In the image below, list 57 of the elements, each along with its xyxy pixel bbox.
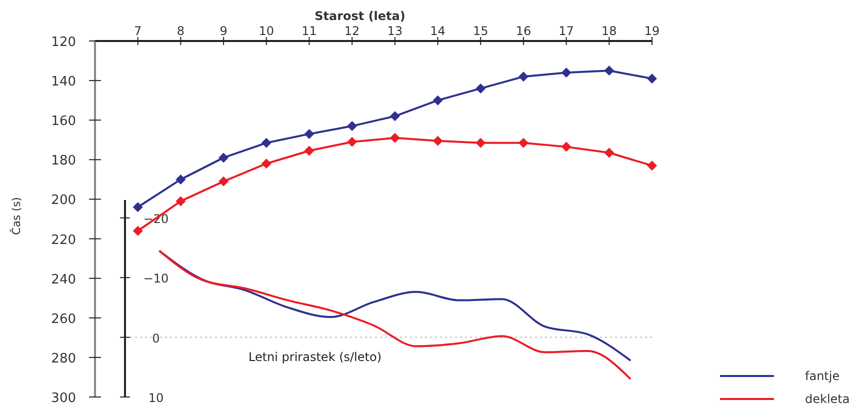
y-tick-label: 120 [51,35,76,50]
x-tick-label: 10 [258,24,274,38]
point [476,83,486,94]
point [476,138,486,148]
point [132,202,143,212]
x-axis-title: Starost (leta) [314,9,406,23]
point [347,136,358,147]
x-tick-label: 15 [472,24,488,38]
point [261,158,272,169]
point [647,160,657,171]
y2-tick-label: 10 [148,391,164,405]
y-tick-label: 280 [51,351,76,366]
point [561,142,572,152]
point [218,152,229,163]
x-tick-label: 12 [344,24,360,38]
y-tick-label: 160 [51,114,76,130]
y-tick-label: 140 [51,74,76,90]
x-tick-label: 19 [644,24,660,38]
y2-axis-title: Letni prirastek (s/leto) [248,350,382,364]
x-tick-label: 14 [430,24,446,38]
y-tick-label: 200 [51,193,76,208]
x-tick-label: 9 [220,24,228,38]
point [304,128,314,139]
point [604,66,614,76]
y-axis-title: Čas (s) [9,197,23,235]
y-tick-label: 220 [51,232,76,248]
point [561,68,572,78]
point [518,138,528,148]
x-tick-label: 7 [134,24,142,38]
point [261,138,272,148]
x-tick-label: 11 [302,24,317,38]
point [132,226,143,236]
point [604,148,614,158]
point [347,121,358,132]
point [304,146,314,156]
y-tick-label: 240 [51,272,76,288]
y2-tick-label: −10 [143,272,169,286]
x-tick-label: 17 [558,24,574,38]
point [647,74,657,84]
y2-tick-label: 0 [152,331,160,346]
y-tick-label: 300 [51,391,76,406]
text: fantje [805,369,840,383]
point [176,174,186,184]
point [176,196,186,206]
text: dekleta [805,392,850,406]
point [218,176,229,186]
point [432,95,443,106]
y-tick-label: 260 [51,312,76,327]
x-tick-label: 13 [387,24,403,38]
point [518,72,528,82]
point [432,136,443,146]
x-tick-label: 8 [176,24,185,38]
x-tick-label: 16 [516,24,532,38]
y-tick-label: 180 [51,154,76,169]
point [390,132,400,143]
x-tick-label: 18 [602,24,617,38]
point [390,111,400,122]
